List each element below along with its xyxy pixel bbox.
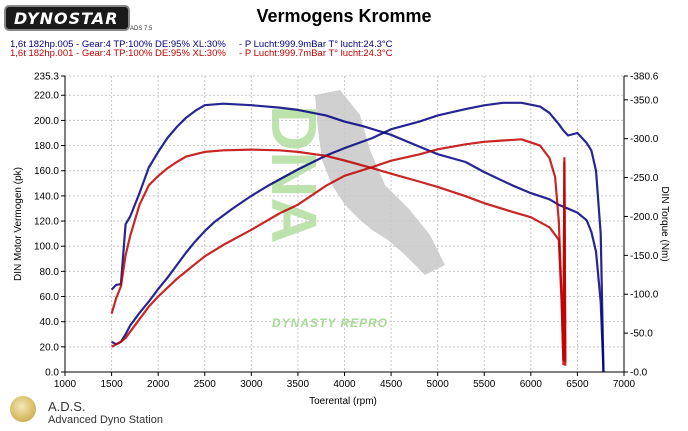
x-tick-label: 6500 <box>566 379 589 390</box>
y-tick-label: 40.0 <box>40 317 60 328</box>
ads-logo-icon <box>10 396 36 422</box>
y-tick-label: 0.0 <box>45 368 59 379</box>
x-tick-label: 4000 <box>333 379 356 390</box>
y-tick-label: 180.0 <box>34 141 59 152</box>
chart-axes <box>61 75 628 376</box>
chart-title: Vermogens Kromme <box>256 6 432 26</box>
y2-tick-label: -350.0 <box>630 95 659 106</box>
y2-tick-label: -150.0 <box>630 251 659 262</box>
x-tick-label: 3500 <box>287 379 310 390</box>
y2-tick-label: -300.0 <box>630 134 659 145</box>
y-tick-label: 140.0 <box>34 191 59 202</box>
logo-text: DYNOSTAR <box>14 9 119 28</box>
y-tick-label: 100.0 <box>34 242 59 253</box>
y-tick-label: 200.0 <box>34 116 59 127</box>
x-axis-label: Toerental (rpm) <box>309 396 377 407</box>
tick-labels: 1000 1500 2000 2500 3000 3500 4000 4500 5000 5500… <box>34 72 659 391</box>
series-line <box>111 138 567 362</box>
x-tick-label: 1500 <box>100 379 123 390</box>
y-tick-label: 160.0 <box>34 166 59 177</box>
series-line <box>110 102 605 373</box>
y2-tick-label: -200.0 <box>630 212 659 223</box>
x-tick-label: 1000 <box>54 379 77 390</box>
dynostar-logo: DYNOSTAR <box>4 5 130 31</box>
x-tick-label: 7000 <box>613 379 636 390</box>
run-label-2: 1,6t 182hp.001 - Gear:4 TP:100% DE:95% X… <box>10 48 393 59</box>
x-tick-label: 3000 <box>240 379 263 390</box>
footer-name: A.D.S. <box>48 399 86 414</box>
y-tick-label: 235.3 <box>34 72 59 83</box>
x-tick-label: 2500 <box>194 379 217 390</box>
y2-tick-label: -250.0 <box>630 173 659 184</box>
x-tick-label: 2000 <box>147 379 170 390</box>
y2-tick-label: -0.0 <box>630 368 648 379</box>
footer-subtitle: Advanced Dyno Station <box>48 414 163 426</box>
series-line <box>111 101 605 373</box>
y-tick-label: 60.0 <box>40 292 60 303</box>
y-tick-label: 20.0 <box>40 342 60 353</box>
y-tick-label: 220.0 <box>34 91 59 102</box>
x-tick-label: 6000 <box>520 379 543 390</box>
y-tick-label: 80.0 <box>40 267 60 278</box>
series-layer <box>110 101 605 373</box>
y2-tick-label: -50.0 <box>630 329 653 340</box>
y-axis-label-right: DIN Torque (Nm) <box>659 186 670 261</box>
series-line <box>110 148 567 366</box>
run-label-1: 1,6t 182hp.005 - Gear:4 TP:100% DE:95% X… <box>10 39 393 50</box>
watermark-text: DYNASTY REPRO <box>272 316 388 330</box>
logo-subtext: ADS 7.5 <box>130 26 153 32</box>
x-tick-label: 4500 <box>380 379 403 390</box>
y-tick-label: 120.0 <box>34 217 59 228</box>
y2-tick-label: -100.0 <box>630 290 659 301</box>
dynasty-watermark: DNA DYNASTY REPRO <box>258 90 445 330</box>
y2-tick-label: -380.6 <box>630 72 659 83</box>
x-tick-label: 5500 <box>473 379 496 390</box>
x-tick-label: 5000 <box>427 379 450 390</box>
y-axis-label-left: DIN Motor Vermogen (pk) <box>13 167 24 281</box>
